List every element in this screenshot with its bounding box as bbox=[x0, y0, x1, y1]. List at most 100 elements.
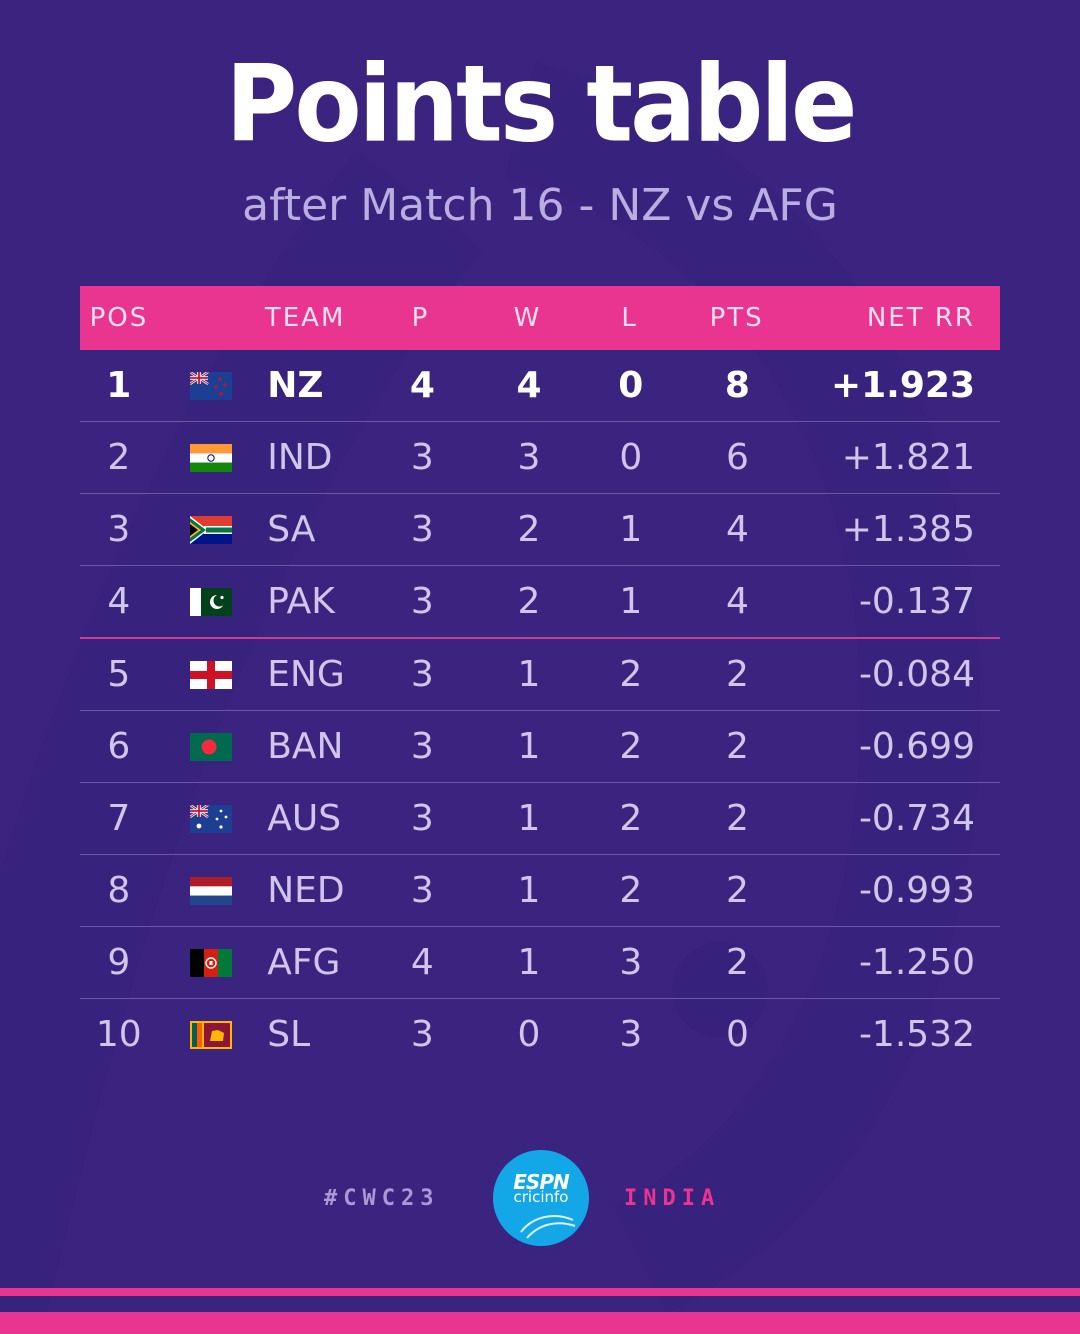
row-won: 1 bbox=[517, 654, 541, 695]
logo-sub-text: cricinfo bbox=[513, 1188, 569, 1206]
row-team: NZ bbox=[267, 365, 324, 406]
row-position: 2 bbox=[107, 437, 131, 478]
row-won: 0 bbox=[517, 1014, 541, 1055]
column-header-team: TEAM bbox=[264, 303, 346, 333]
row-position: 7 bbox=[107, 798, 131, 839]
afghanistan-flag-icon bbox=[189, 948, 232, 977]
row-net-run-rate: +1.385 bbox=[841, 509, 975, 550]
row-team: NED bbox=[267, 870, 345, 911]
page-title: Points table bbox=[225, 43, 858, 167]
row-points: 2 bbox=[726, 798, 749, 839]
cricket-ball-icon bbox=[520, 1215, 576, 1239]
south-africa-flag-icon bbox=[189, 515, 232, 544]
row-lost: 2 bbox=[619, 654, 643, 695]
row-won: 2 bbox=[517, 581, 541, 622]
row-won: 1 bbox=[517, 726, 541, 767]
row-points: 4 bbox=[726, 509, 749, 550]
row-team: ENG bbox=[267, 654, 345, 695]
row-played: 3 bbox=[410, 870, 434, 911]
table-row: 3 SA 3 2 1 4 +1.385 bbox=[80, 494, 1000, 566]
page-subtitle: after Match 16 - NZ vs AFG bbox=[242, 180, 838, 231]
table-row: 8 NED 3 1 2 2 -0.993 bbox=[80, 855, 1000, 927]
hashtag: #CWC23 bbox=[324, 1186, 440, 1211]
row-points: 6 bbox=[726, 437, 749, 478]
pakistan-flag-icon bbox=[189, 587, 232, 616]
row-won: 1 bbox=[517, 942, 541, 983]
netherlands-flag-icon bbox=[189, 876, 232, 905]
table-row: 10 SL 3 0 3 0 -1.532 bbox=[80, 999, 1000, 1070]
table-row: 9 AFG 4 1 3 2 -1.250 bbox=[80, 927, 1000, 999]
row-team: SA bbox=[267, 509, 316, 550]
column-header-net-run-rate: NET RR bbox=[866, 303, 975, 333]
row-played: 3 bbox=[410, 581, 434, 622]
row-position: 3 bbox=[107, 509, 131, 550]
row-net-run-rate: +1.923 bbox=[830, 365, 975, 406]
row-played: 3 bbox=[410, 726, 434, 767]
row-played: 3 bbox=[410, 654, 434, 695]
row-won: 1 bbox=[517, 870, 541, 911]
row-won: 1 bbox=[517, 798, 541, 839]
row-net-run-rate: -1.532 bbox=[858, 1014, 975, 1055]
england-flag-icon bbox=[189, 660, 232, 689]
footer-stripe bbox=[0, 1288, 1080, 1296]
row-team: BAN bbox=[267, 726, 344, 767]
column-header-won: W bbox=[513, 303, 542, 333]
row-position: 4 bbox=[107, 581, 131, 622]
row-net-run-rate: +1.821 bbox=[841, 437, 975, 478]
row-won: 3 bbox=[517, 437, 541, 478]
column-header-played: P bbox=[411, 303, 430, 333]
india-flag-icon bbox=[189, 443, 232, 472]
table-row: 5 ENG 3 1 2 2 -0.084 bbox=[80, 639, 1000, 711]
row-played: 3 bbox=[410, 437, 434, 478]
row-team: AFG bbox=[267, 942, 341, 983]
row-points: 2 bbox=[726, 942, 749, 983]
footer: #CWC23 ESPN cricinfo INDIA bbox=[0, 1150, 1080, 1250]
row-lost: 0 bbox=[619, 437, 643, 478]
row-net-run-rate: -1.250 bbox=[858, 942, 975, 983]
row-position: 10 bbox=[95, 1014, 142, 1055]
new-zealand-flag-icon bbox=[189, 371, 232, 400]
espncricinfo-logo: ESPN cricinfo bbox=[493, 1150, 589, 1246]
row-team: IND bbox=[267, 437, 333, 478]
column-header-lost: L bbox=[621, 303, 638, 333]
row-lost: 2 bbox=[619, 726, 643, 767]
column-header-pos: POS bbox=[89, 303, 149, 333]
table-row: 1 NZ 4 4 0 8 +1.923 bbox=[80, 350, 1000, 422]
table-row: 6 BAN 3 1 2 2 -0.699 bbox=[80, 711, 1000, 783]
row-points: 8 bbox=[724, 365, 750, 406]
bangladesh-flag-icon bbox=[189, 732, 232, 761]
row-lost: 0 bbox=[618, 365, 644, 406]
row-net-run-rate: -0.084 bbox=[858, 654, 975, 695]
points-table: POS TEAM P W L PTS NET RR 1 bbox=[80, 286, 1000, 1070]
row-played: 3 bbox=[410, 509, 434, 550]
row-lost: 1 bbox=[619, 509, 643, 550]
row-lost: 3 bbox=[619, 942, 643, 983]
column-header-points: PTS bbox=[709, 303, 764, 333]
row-played: 4 bbox=[409, 365, 435, 406]
row-net-run-rate: -0.699 bbox=[858, 726, 975, 767]
row-team: AUS bbox=[267, 798, 342, 839]
table-row: 7 AUS 3 1 2 2 -0.734 bbox=[80, 783, 1000, 855]
row-lost: 2 bbox=[619, 798, 643, 839]
row-team: SL bbox=[267, 1014, 311, 1055]
row-position: 1 bbox=[106, 365, 132, 406]
row-points: 0 bbox=[726, 1014, 749, 1055]
row-played: 3 bbox=[410, 798, 434, 839]
row-position: 9 bbox=[107, 942, 131, 983]
table-row: 4 PAK 3 2 1 4 -0.137 bbox=[80, 566, 1000, 639]
logo-brand-text: ESPN bbox=[513, 1170, 569, 1194]
row-points: 2 bbox=[726, 726, 749, 767]
row-position: 8 bbox=[107, 870, 131, 911]
row-won: 4 bbox=[516, 365, 542, 406]
footer-stripe-bottom bbox=[0, 1312, 1080, 1334]
row-position: 5 bbox=[107, 654, 131, 695]
table-row: 2 IND 3 3 0 6 +1.821 bbox=[80, 422, 1000, 494]
row-net-run-rate: -0.993 bbox=[858, 870, 975, 911]
row-position: 6 bbox=[107, 726, 131, 767]
row-points: 2 bbox=[726, 870, 749, 911]
row-lost: 2 bbox=[619, 870, 643, 911]
row-points: 2 bbox=[726, 654, 749, 695]
sri-lanka-flag-icon bbox=[189, 1020, 232, 1049]
row-played: 3 bbox=[410, 1014, 434, 1055]
row-lost: 1 bbox=[619, 581, 643, 622]
